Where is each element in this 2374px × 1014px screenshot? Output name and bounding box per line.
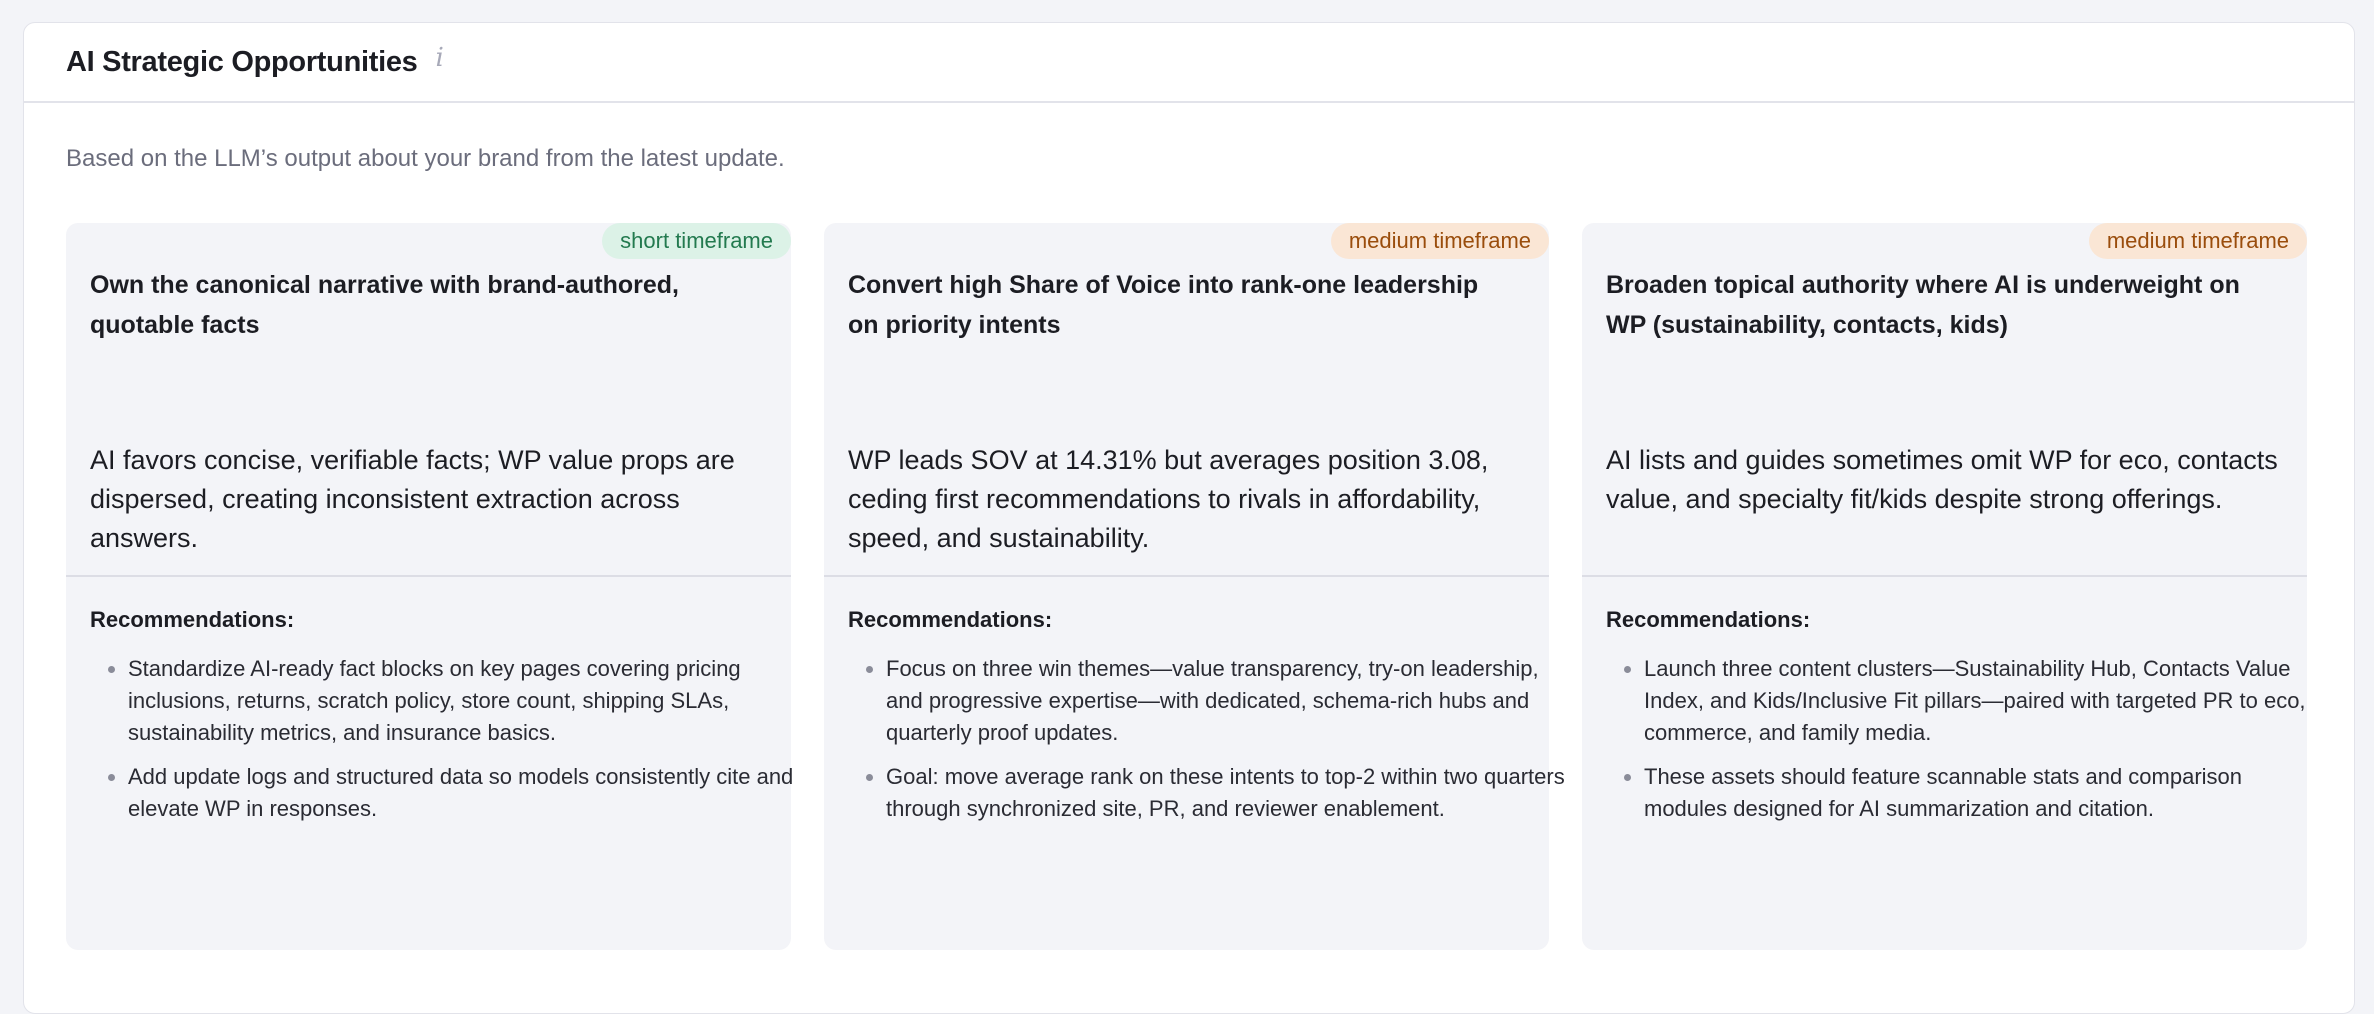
recommendations-list: Launch three content clusters—Sustainabi… [1606, 653, 2324, 837]
card-title: Convert high Share of Voice into rank-on… [848, 271, 1479, 339]
recommendations-list: Focus on three win themes—value transpar… [848, 653, 1566, 837]
recommendations-label: Recommendations: [1606, 607, 1811, 632]
recommendation-item: These assets should feature scannable st… [1644, 761, 2324, 825]
recommendation-item: Add update logs and structured data so m… [128, 761, 808, 825]
opportunity-card: medium timeframe Convert high Share of V… [824, 223, 1565, 950]
card-title: Broaden topical authority where AI is un… [1606, 271, 2240, 339]
recommendation-item: Focus on three win themes—value transpar… [886, 653, 1566, 749]
timeframe-badge: medium timeframe [1330, 223, 1549, 259]
divider [1582, 575, 2307, 577]
recommendations-label: Recommendations: [848, 607, 1053, 632]
card-description: AI favors concise, verifiable facts; WP … [90, 445, 735, 553]
ai-strategic-opportunities-panel: AI Strategic Opportunities i Based on th… [23, 22, 2355, 1014]
card-description: AI lists and guides sometimes omit WP fo… [1606, 445, 2278, 514]
recommendation-item: Standardize AI-ready fact blocks on key … [128, 653, 808, 749]
opportunity-card: short timeframe Own the canonical narrat… [66, 223, 793, 950]
card-description: WP leads SOV at 14.31% but averages posi… [848, 445, 1489, 553]
card-title: Own the canonical narrative with brand-a… [90, 271, 679, 339]
info-icon[interactable]: i [435, 43, 444, 73]
panel-title: AI Strategic Opportunities [66, 45, 418, 78]
recommendation-item: Launch three content clusters—Sustainabi… [1644, 653, 2324, 749]
timeframe-badge: short timeframe [602, 223, 791, 259]
divider [824, 575, 1549, 577]
panel-header: AI Strategic Opportunities i [24, 23, 2354, 103]
recommendation-item: Goal: move average rank on these intents… [886, 761, 1566, 825]
recommendations-list: Standardize AI-ready fact blocks on key … [90, 653, 808, 837]
panel-subtitle: Based on the LLM’s output about your bra… [66, 145, 785, 172]
divider [66, 575, 791, 577]
opportunity-card: medium timeframe Broaden topical authori… [1582, 223, 2307, 950]
timeframe-badge: medium timeframe [2088, 223, 2307, 259]
recommendations-label: Recommendations: [90, 607, 295, 632]
